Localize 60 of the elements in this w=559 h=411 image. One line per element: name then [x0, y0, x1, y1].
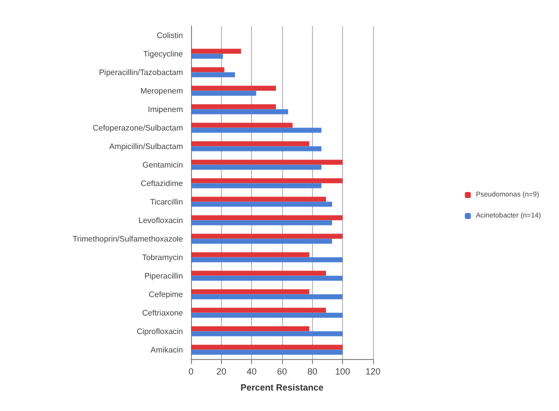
bar	[191, 252, 310, 258]
bar	[191, 234, 343, 239]
bar	[191, 122, 293, 128]
bar	[191, 72, 235, 78]
bar	[191, 48, 242, 54]
bar	[191, 276, 343, 281]
y-tick-label: Imipenem	[148, 104, 184, 114]
y-tick-label: Amikacin	[150, 345, 183, 354]
bar	[191, 128, 322, 133]
bar	[191, 178, 343, 184]
x-tick-label: 120	[365, 366, 381, 376]
y-tick-label: Ceftazidime	[140, 178, 184, 188]
bar	[191, 344, 343, 350]
x-axis-title: Percent Resistance	[240, 382, 324, 392]
x-tick-label: 40	[246, 366, 257, 376]
y-tick-label: Ampicillin/Sulbactam	[109, 142, 184, 151]
bar	[191, 160, 343, 165]
bar	[191, 270, 326, 276]
bar	[191, 220, 332, 226]
bar	[191, 141, 310, 146]
y-tick-label: Ticarcillin	[150, 197, 183, 206]
y-tick-label: Cefepime	[148, 290, 184, 299]
x-tick-label: 0	[188, 366, 194, 376]
bar	[191, 54, 223, 59]
bar	[191, 257, 343, 262]
x-tick-label: 100	[335, 366, 350, 376]
y-tick-label: Ceftriaxone	[142, 308, 184, 318]
bar	[191, 67, 224, 72]
bar	[191, 215, 343, 220]
bar	[191, 86, 276, 91]
bar	[191, 238, 332, 244]
bar	[191, 183, 322, 188]
bar	[191, 326, 310, 332]
y-tick-label: Ciprofloxacin	[136, 326, 183, 336]
y-tick-label: Levofloxacin	[138, 216, 183, 225]
y-tick-label: Gentamicin	[142, 160, 183, 170]
y-tick-label: Tobramycin	[142, 252, 183, 262]
bar	[191, 289, 310, 294]
x-tick-label: 80	[307, 366, 318, 376]
bar	[191, 104, 276, 110]
y-tick-label: Cefoperazone/Sulbactam	[92, 123, 184, 132]
bar	[191, 350, 343, 355]
bar	[191, 202, 332, 207]
x-tick-label: 60	[276, 366, 288, 376]
y-tick-label: Piperacillin	[144, 271, 183, 280]
y-tick-label: Colistin	[156, 30, 183, 40]
bar	[191, 196, 326, 202]
y-tick-label: Meropenem	[140, 86, 184, 96]
bar	[191, 294, 343, 300]
x-tick-label: 20	[216, 366, 226, 376]
bar	[191, 146, 322, 152]
y-tick-label: Piperacillin/Tazobactam	[98, 68, 184, 77]
bar	[191, 331, 343, 336]
bar	[191, 90, 256, 96]
bar	[191, 164, 322, 170]
y-tick-label: Trimethoprin/Sulfamethoxazole	[72, 234, 184, 244]
bar	[191, 312, 343, 318]
bar	[191, 308, 326, 313]
y-tick-label: Tigecycline	[143, 49, 184, 58]
bar	[191, 109, 288, 114]
